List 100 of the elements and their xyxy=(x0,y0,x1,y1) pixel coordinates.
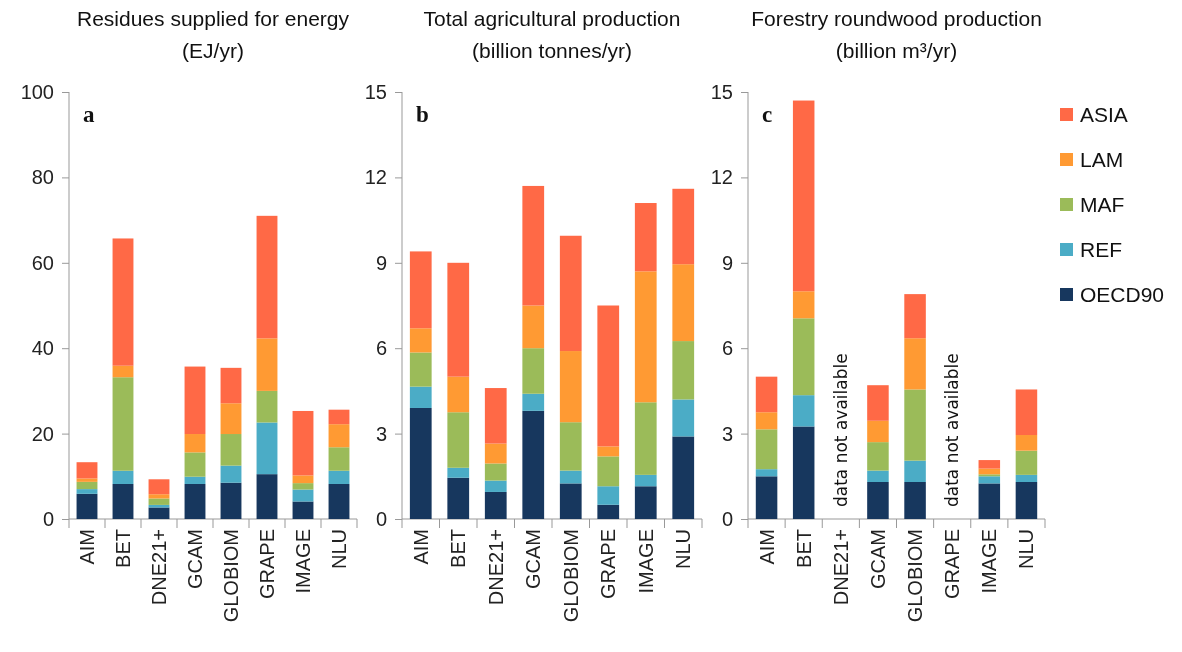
bar xyxy=(904,389,926,461)
bar xyxy=(220,482,242,519)
bar xyxy=(672,341,695,400)
bar xyxy=(867,385,889,421)
bar xyxy=(220,434,242,466)
chart-subtitle: (billion m³/yr) xyxy=(835,39,958,62)
chart-subtitle: (EJ/yr) xyxy=(182,39,244,62)
bar xyxy=(978,460,1001,469)
y-tick-label: 20 xyxy=(31,422,54,445)
bar xyxy=(559,422,582,471)
bar xyxy=(522,185,545,306)
bar xyxy=(112,483,134,519)
x-tick-label: NLU xyxy=(672,529,695,570)
y-tick-label: 9 xyxy=(721,251,733,274)
x-tick-label: GCAM xyxy=(522,529,545,589)
bar xyxy=(148,498,170,505)
bar xyxy=(112,470,134,484)
x-tick-label: GRAPE xyxy=(597,529,620,600)
bar xyxy=(148,479,170,495)
x-tick-label: BET xyxy=(112,529,134,568)
bar xyxy=(1015,435,1038,451)
bar xyxy=(522,348,545,394)
x-tick-label: IMAGE xyxy=(292,529,314,594)
bar xyxy=(328,409,350,425)
bar xyxy=(409,386,432,408)
bar xyxy=(978,483,1001,519)
x-tick-label: IMAGE xyxy=(634,529,657,594)
bar xyxy=(792,426,815,519)
bar xyxy=(220,367,242,404)
bar xyxy=(597,456,620,487)
bar xyxy=(409,407,432,519)
x-tick-label: IMAGE xyxy=(978,529,1001,594)
bar xyxy=(792,395,815,427)
bar xyxy=(256,215,278,339)
bar xyxy=(867,470,889,482)
bar xyxy=(220,403,242,435)
x-tick-label: BET xyxy=(447,529,470,568)
y-tick-label: 60 xyxy=(31,251,54,274)
legend-label: OECD90 xyxy=(1080,283,1165,307)
bar xyxy=(112,377,134,471)
bar xyxy=(672,436,695,519)
chart-title: Total agricultural production xyxy=(423,7,681,30)
bar xyxy=(112,238,134,366)
bar xyxy=(328,447,350,471)
bar xyxy=(1015,389,1038,436)
bar xyxy=(112,365,134,378)
bar xyxy=(755,429,778,470)
bar xyxy=(1015,450,1038,475)
bar xyxy=(522,410,545,519)
bar xyxy=(755,469,778,477)
bar xyxy=(256,422,278,475)
y-tick-label: 12 xyxy=(710,166,733,189)
chart-title: Residues supplied for energy xyxy=(77,7,350,30)
legend-label: LAM xyxy=(1080,148,1124,172)
x-tick-label: GCAM xyxy=(184,529,206,589)
y-tick-label: 3 xyxy=(375,422,387,445)
bar xyxy=(597,305,620,447)
bar xyxy=(292,475,314,484)
y-tick-label: 40 xyxy=(31,337,54,360)
x-tick-label: DNE21+ xyxy=(484,529,507,606)
bar xyxy=(292,501,314,519)
bar xyxy=(755,412,778,430)
x-tick-label: DNE21+ xyxy=(148,529,170,606)
bar xyxy=(256,390,278,423)
y-tick-label: 3 xyxy=(721,422,733,445)
y-tick-label: 100 xyxy=(20,80,54,103)
bar xyxy=(559,235,582,352)
bar xyxy=(184,476,206,484)
bar xyxy=(867,481,889,519)
bar xyxy=(484,388,507,444)
bar xyxy=(559,351,582,423)
bar xyxy=(634,402,657,475)
bar xyxy=(447,467,470,478)
bar xyxy=(792,100,815,292)
bar xyxy=(184,434,206,453)
chart-subtitle: (billion tonnes/yr) xyxy=(472,39,632,62)
x-tick-label: AIM xyxy=(76,529,98,565)
bar xyxy=(597,504,620,519)
bar xyxy=(634,474,657,487)
bar xyxy=(409,251,432,329)
x-tick-label: AIM xyxy=(755,529,778,565)
bar xyxy=(184,452,206,477)
bar xyxy=(904,338,926,390)
bar xyxy=(634,271,657,403)
bar xyxy=(672,188,695,265)
bar xyxy=(522,393,545,411)
y-tick-label: 80 xyxy=(31,166,54,189)
bar xyxy=(148,507,170,519)
bar xyxy=(484,443,507,464)
bar xyxy=(76,493,98,519)
bar xyxy=(484,491,507,519)
bar xyxy=(755,376,778,413)
x-tick-label: BET xyxy=(792,529,815,568)
x-tick-label: GLOBIOM xyxy=(559,529,582,623)
bar xyxy=(76,478,98,482)
bar xyxy=(447,412,470,468)
bar xyxy=(867,442,889,471)
bar xyxy=(447,477,470,519)
y-tick-label: 6 xyxy=(721,337,733,360)
x-tick-label: GLOBIOM xyxy=(904,529,927,623)
